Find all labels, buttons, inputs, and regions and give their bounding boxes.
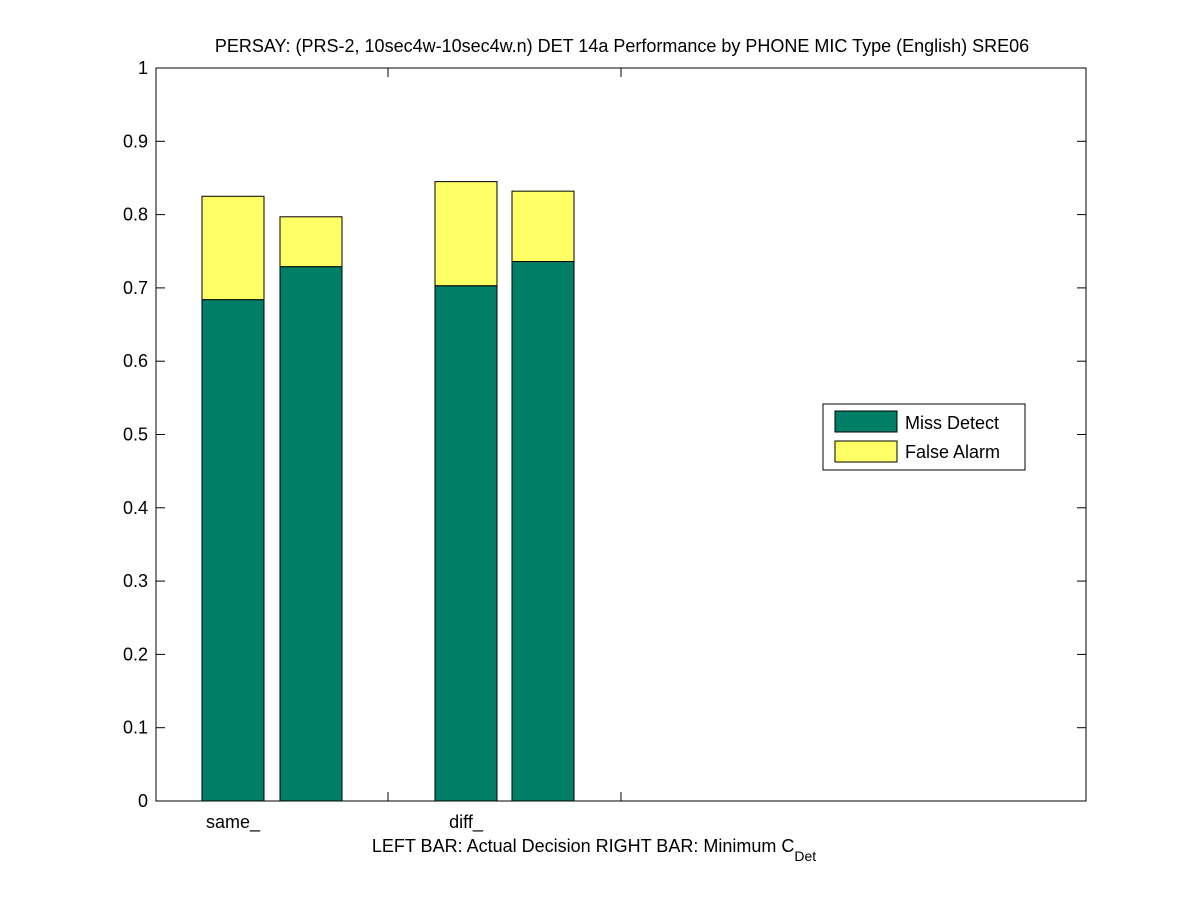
legend-swatch-false-alarm xyxy=(834,440,898,463)
x-axis: same_ diff_ xyxy=(206,68,622,833)
bars-layer xyxy=(201,181,575,802)
x-category-label: same_ xyxy=(206,812,261,833)
y-tick-label: 0.5 xyxy=(123,425,148,445)
y-tick-label: 0 xyxy=(138,791,148,811)
bar-false-alarm-same-actual xyxy=(201,195,265,301)
y-tick-label: 0.9 xyxy=(123,131,148,151)
x-category-label: diff_ xyxy=(449,812,484,833)
legend: Miss Detect False Alarm xyxy=(822,403,1026,471)
x-axis-label-main: LEFT BAR: Actual Decision RIGHT BAR: Min… xyxy=(372,836,794,856)
y-tick-label: 0.8 xyxy=(123,205,148,225)
y-tick-label: 1 xyxy=(138,58,148,78)
bar-false-alarm-same-minimum xyxy=(279,216,343,268)
y-tick-label: 0.1 xyxy=(123,718,148,738)
x-axis-label-subscript: Det xyxy=(794,848,816,864)
legend-label-false-alarm: False Alarm xyxy=(905,442,1000,462)
legend-label-miss-detect: Miss Detect xyxy=(905,413,999,433)
y-tick-label: 0.4 xyxy=(123,498,148,518)
bar-false-alarm-diff-minimum xyxy=(511,190,575,263)
bar-miss-detect-same-actual xyxy=(201,299,265,802)
y-tick-label: 0.3 xyxy=(123,571,148,591)
x-axis-label: LEFT BAR: Actual Decision RIGHT BAR: Min… xyxy=(372,836,816,864)
chart-title: PERSAY: (PRS-2, 10sec4w-10sec4w.n) DET 1… xyxy=(215,36,1029,56)
bar-miss-detect-same-minimum xyxy=(279,266,343,802)
bar-miss-detect-diff-actual xyxy=(434,285,498,802)
bar-miss-detect-diff-minimum xyxy=(511,261,575,802)
y-tick-label: 0.2 xyxy=(123,644,148,664)
y-tick-label: 0.6 xyxy=(123,351,148,371)
bar-false-alarm-diff-actual xyxy=(434,181,498,287)
legend-swatch-miss-detect xyxy=(834,410,898,433)
y-tick-label: 0.7 xyxy=(123,278,148,298)
y-axis: 0 0.1 0.2 0.3 0.4 0.5 0.6 0.7 0.8 0.9 1 xyxy=(123,58,1086,811)
